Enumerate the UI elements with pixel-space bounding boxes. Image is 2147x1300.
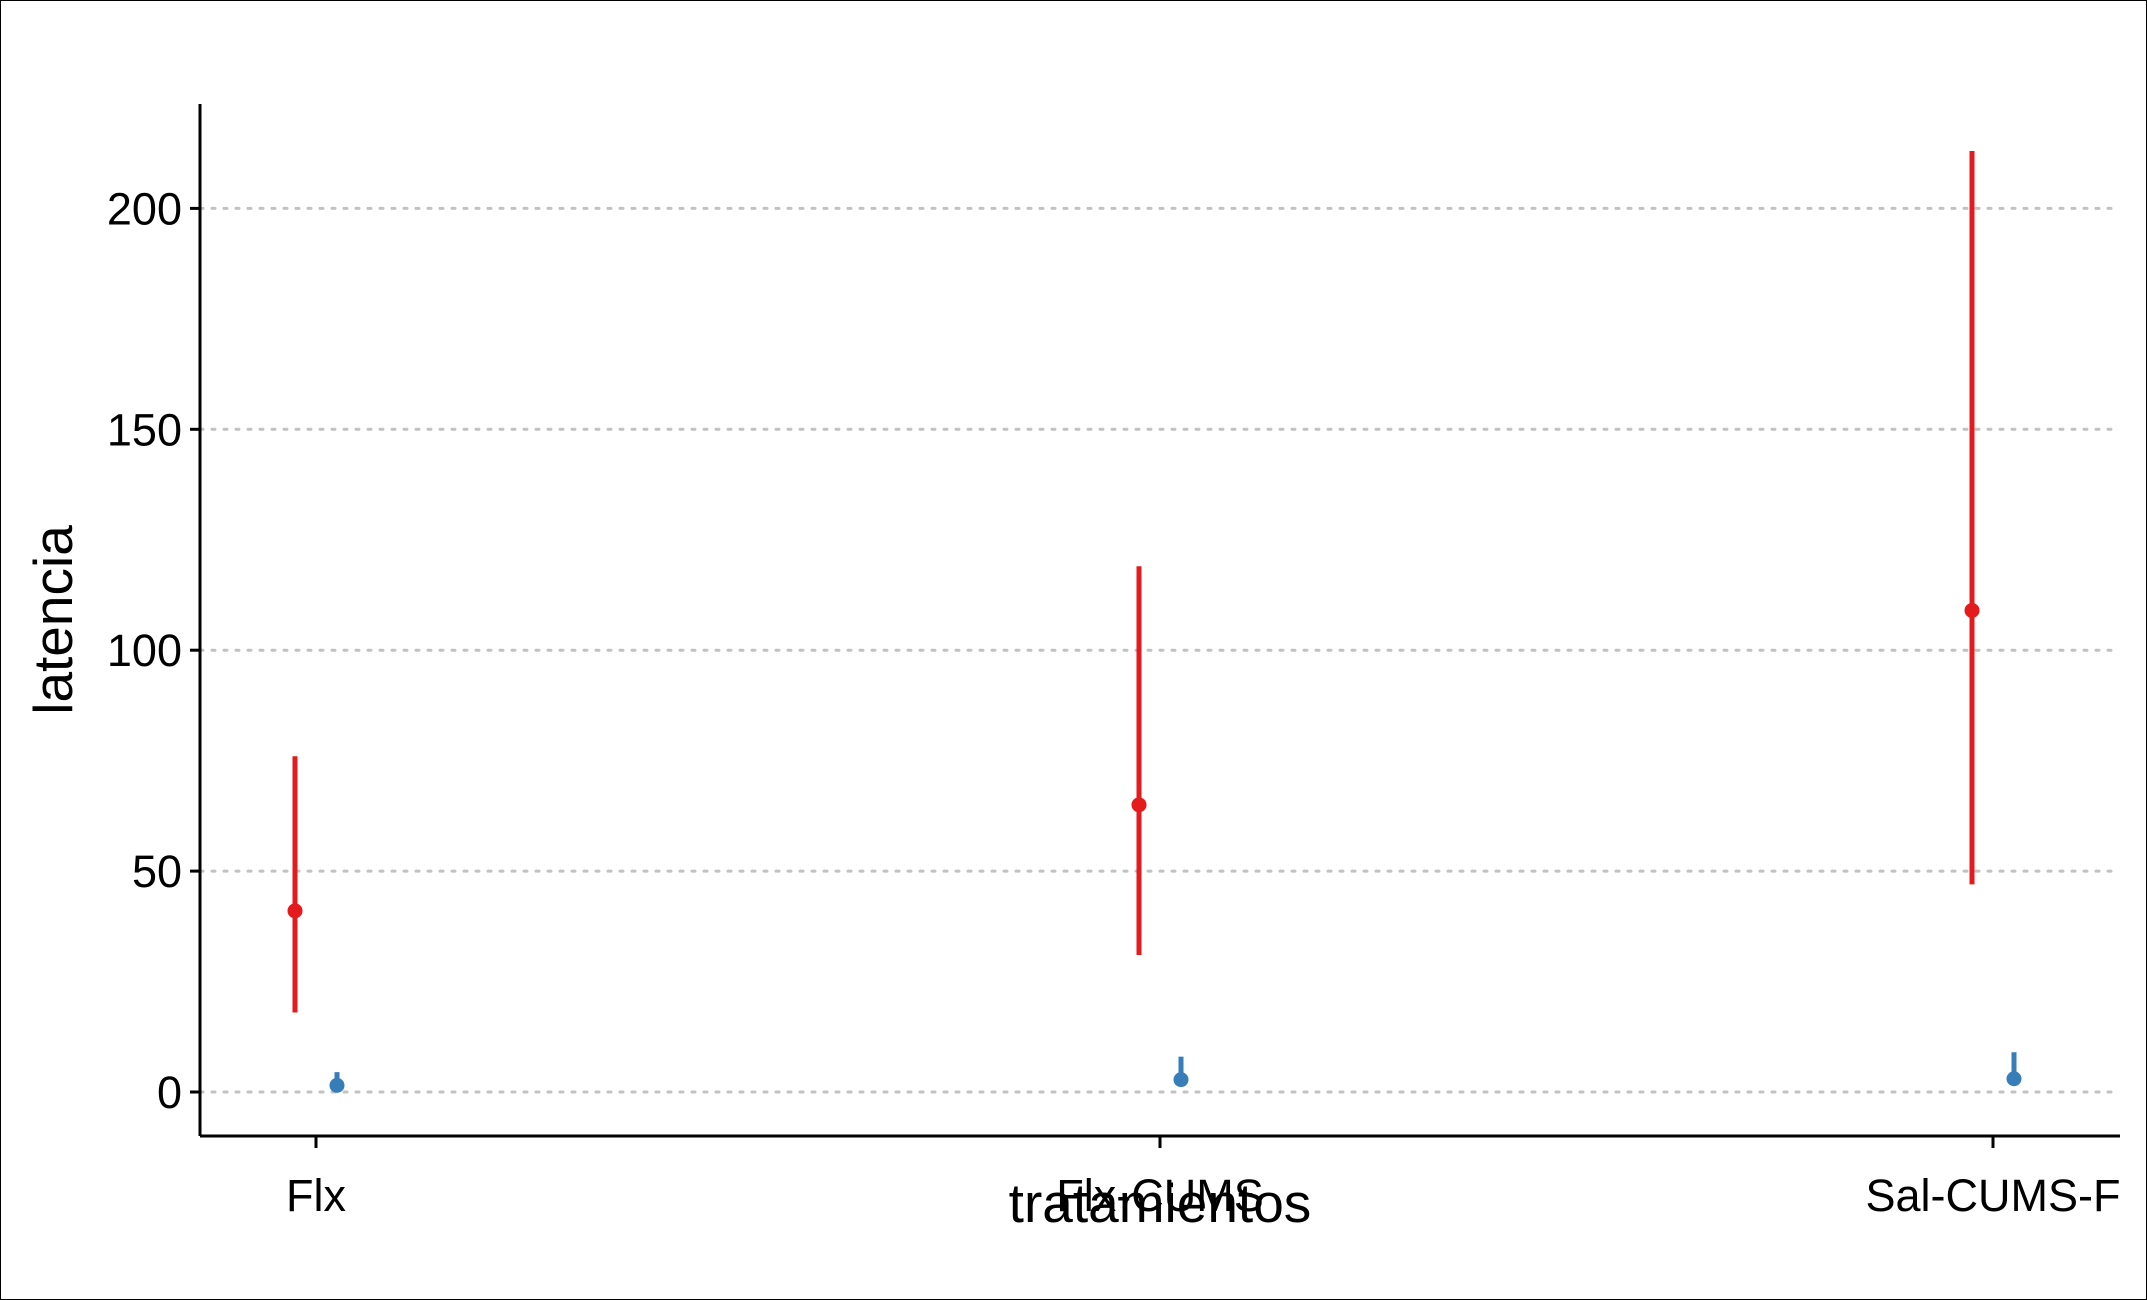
y-tick-label: 100: [107, 625, 182, 676]
data-point: [329, 1077, 345, 1093]
gridlines: [198, 206, 2122, 1094]
y-tick-label: 150: [107, 404, 182, 455]
y-axis-title: latencia: [22, 525, 84, 715]
x-tick-label: Sal-CUMS-F: [1866, 1170, 2121, 1221]
data-point: [1964, 602, 1980, 618]
data-point: [287, 903, 303, 919]
y-axis-ticks: 0 50 100 150 200: [107, 183, 200, 1118]
data-point: [1131, 797, 1147, 813]
y-tick-label: 50: [132, 846, 182, 897]
x-tick-label: Flx-CUMS: [1056, 1170, 1263, 1221]
x-axis-title: tratamientos: [1009, 1172, 1312, 1234]
x-axis-ticks: Flx Flx-CUMS Sal-CUMS-F: [286, 1136, 2121, 1221]
data-marks: [287, 150, 2022, 1093]
y-tick-label: 200: [107, 183, 182, 234]
x-tick-label: Flx: [286, 1170, 346, 1221]
data-point: [2006, 1071, 2022, 1087]
data-point: [1173, 1072, 1189, 1088]
y-tick-label: 0: [157, 1067, 182, 1118]
